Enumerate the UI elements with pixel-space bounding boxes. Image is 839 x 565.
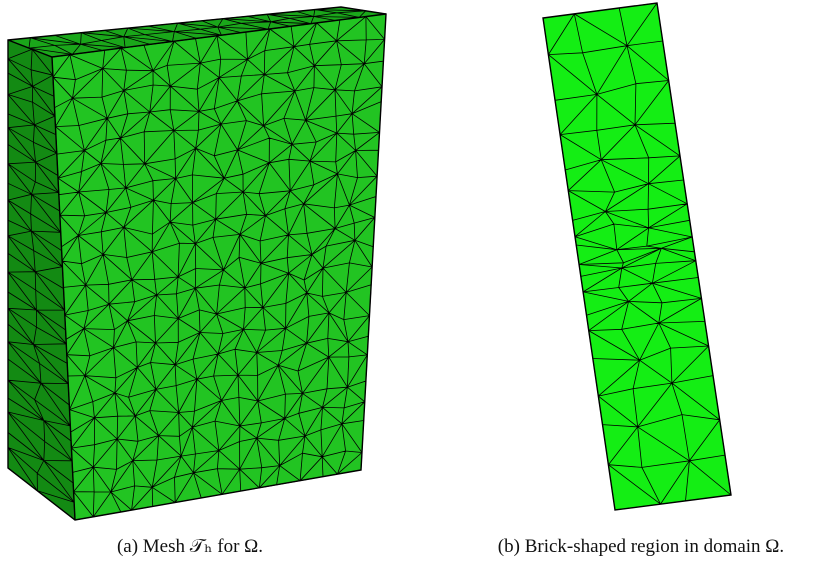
figure: (a) Mesh 𝒯ₕ for Ω. (b) Brick-shaped regi…	[0, 0, 839, 565]
caption: (b) Brick-shaped region in domain Ω.	[498, 536, 784, 557]
caption: (a) Mesh 𝒯ₕ for Ω.	[117, 536, 263, 557]
brick-face	[543, 3, 731, 510]
mesh-b	[543, 3, 731, 510]
mesh-a	[8, 7, 386, 520]
